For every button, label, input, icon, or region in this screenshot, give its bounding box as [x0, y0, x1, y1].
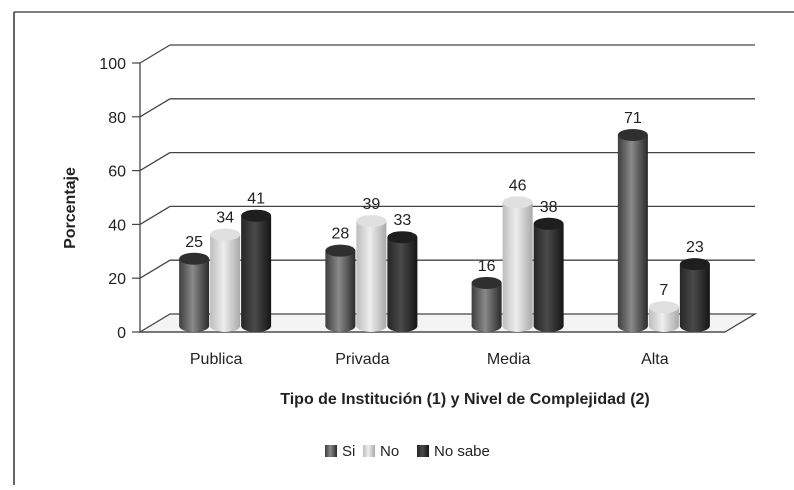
legend-label-no: No: [380, 443, 399, 460]
bar: [648, 307, 679, 332]
data-label: 46: [509, 177, 527, 194]
legend-swatch-no-sabe: [417, 445, 429, 457]
x-tick-label: Alta: [641, 351, 669, 368]
y-tick-label: 20: [108, 271, 126, 288]
gridline-diagonal: [139, 44, 171, 64]
bar-top: [617, 129, 648, 142]
bar: [210, 234, 241, 332]
bar-top: [179, 252, 210, 265]
bar-top: [356, 215, 387, 228]
bar: [471, 282, 502, 332]
data-label: 39: [362, 196, 380, 213]
data-label: 33: [393, 212, 411, 229]
y-tick-label: 80: [108, 110, 126, 127]
bar-top: [533, 217, 564, 230]
legend-swatch-si: [325, 445, 337, 457]
y-axis-label: Porcentaje: [62, 167, 79, 249]
data-label: 23: [686, 239, 704, 256]
bar: [679, 264, 710, 332]
legend-swatch-no: [363, 445, 375, 457]
bar: [325, 250, 356, 332]
gridline-diagonal: [139, 259, 171, 279]
y-tick-label: 60: [108, 164, 126, 181]
y-tick-label: 100: [99, 56, 126, 73]
bar-top: [210, 228, 241, 241]
data-label: 16: [478, 258, 496, 275]
bar: [533, 223, 564, 332]
gridline-diagonal: [139, 205, 171, 225]
bar-top: [325, 244, 356, 257]
bar: [617, 135, 648, 332]
bar: [387, 237, 418, 332]
data-label: 38: [540, 199, 558, 216]
y-tick-label: 40: [108, 217, 126, 234]
bar: [502, 202, 533, 332]
legend-label-si: Si: [342, 443, 355, 460]
bar-top: [387, 231, 418, 244]
bar: [356, 221, 387, 332]
data-label: 7: [659, 282, 668, 299]
x-tick-label: Publica: [190, 351, 243, 368]
x-tick-label: Media: [487, 351, 531, 368]
data-label: 34: [216, 210, 234, 227]
data-label: 25: [185, 234, 203, 251]
gridline-diagonal: [139, 152, 171, 172]
bar-top: [502, 196, 533, 209]
gridline-diagonal: [139, 98, 171, 118]
x-tick-label: Privada: [335, 351, 389, 368]
data-label: 28: [331, 226, 349, 243]
bar-top: [241, 209, 272, 222]
x-axis-label: Tipo de Institución (1) y Nivel de Compl…: [280, 391, 650, 408]
legend: Si No No sabe: [325, 443, 490, 460]
bar-top: [648, 301, 679, 314]
data-label: 41: [247, 191, 265, 208]
bar-top: [679, 258, 710, 271]
legend-label-no-sabe: No sabe: [434, 443, 490, 460]
bar: [241, 215, 272, 332]
bar-top: [471, 276, 502, 289]
y-tick-label: 0: [117, 325, 126, 342]
data-label: 71: [624, 110, 642, 127]
bar: [179, 258, 210, 332]
